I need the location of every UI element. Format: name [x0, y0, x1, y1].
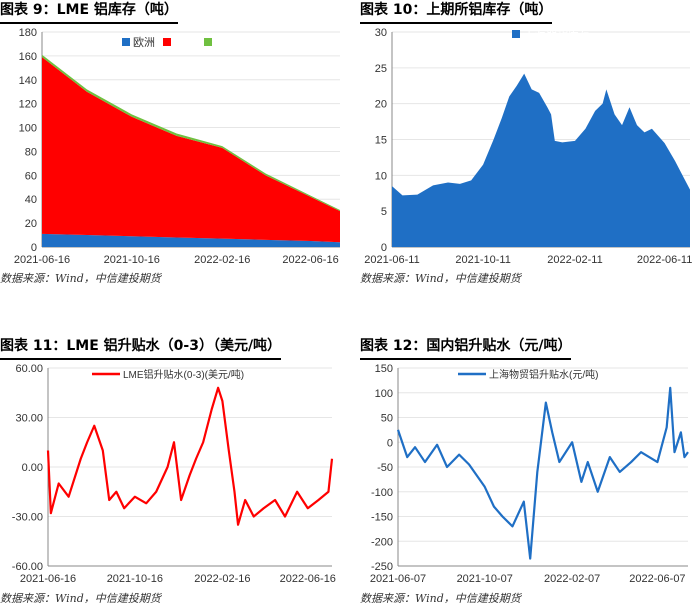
y-tick-label: 180 [19, 27, 37, 39]
legend-label: 北美洲 [215, 36, 248, 49]
chart-title: 图表 12：国内铝升贴水（元/吨） [360, 336, 572, 360]
y-tick-label: 160 [19, 51, 37, 63]
y-tick-label: 0 [31, 242, 37, 254]
chart-title: 图表 9：LME 铝库存（吨） [0, 0, 178, 24]
y-tick-label: 30.00 [15, 413, 43, 425]
y-tick-label: 25 [375, 63, 387, 75]
y-tick-label: 100 [375, 388, 393, 400]
source-note: 数据来源：Wind，中信建投期货 [0, 272, 161, 285]
source-note: 数据来源：Wind，中信建投期货 [0, 592, 161, 605]
legend-label: 上海期货库存 [524, 27, 590, 41]
x-tick-label: 2021-06-16 [20, 573, 76, 585]
y-tick-label: 80 [25, 146, 37, 158]
x-tick-label: 2022-02-11 [547, 254, 602, 266]
y-tick-label: 140 [19, 75, 37, 87]
chart-panel-domestic-spread: 图表 12：国内铝升贴水（元/吨） -250 -200 -150 -100 -50 0 50… [360, 336, 700, 608]
area-series-0 [392, 73, 690, 247]
legend-label: 欧洲 [133, 36, 155, 49]
x-tick-label: 2022-06-11 [637, 254, 692, 266]
legend-swatch [204, 38, 212, 46]
y-tick-label: 0 [387, 437, 393, 449]
chart-title: 图表 10：上期所铝库存（吨） [360, 0, 553, 24]
y-tick-label: 120 [19, 99, 37, 111]
legend-label: 亚洲 [174, 37, 196, 49]
y-tick-label: -50 [377, 462, 393, 474]
y-tick-label: 10 [375, 170, 387, 182]
legend-swatch [512, 30, 520, 38]
x-tick-label: 2022-02-07 [544, 573, 600, 585]
y-tick-label: 100 [19, 123, 37, 135]
x-tick-label: 2021-06-11 [364, 254, 419, 266]
source-note: 数据来源：Wind，中信建投期货 [360, 272, 521, 285]
y-tick-label: 15 [375, 135, 387, 147]
area-series-1 [42, 57, 340, 243]
x-tick-label: 2022-06-07 [629, 573, 685, 585]
x-tick-label: 2021-10-16 [107, 573, 163, 585]
area-series-0 [42, 233, 340, 247]
y-tick-label: -60.00 [12, 561, 43, 573]
y-tick-label: -200 [371, 536, 393, 548]
y-tick-label: 0.00 [22, 462, 43, 474]
y-tick-label: 30 [375, 27, 387, 39]
x-tick-label: 2021-10-16 [104, 254, 160, 266]
legend-label: LME铝升贴水(0-3)(美元/吨) [123, 368, 244, 381]
legend-swatch [163, 38, 171, 46]
y-tick-label: -30.00 [12, 512, 43, 524]
y-tick-label: -250 [371, 561, 393, 573]
y-tick-label: -150 [371, 512, 393, 524]
area-series-2 [42, 54, 340, 212]
shfe-inventory-chart: 0 5 10 15 20 25 30 2021-06-11 2021-10-11 2022-02-… [364, 27, 692, 266]
chart-panel-shfe-inventory: 图表 10：上期所铝库存（吨） 0 5 10 15 20 25 30 2021-06-11 20… [360, 0, 700, 290]
x-tick-label: 2021-06-16 [14, 254, 70, 266]
chart-panel-lme-spread: 图表 11：LME 铝升贴水（0-3）（美元/吨） -60.00 -30.00 0.… [0, 336, 350, 608]
y-tick-label: 40 [25, 194, 37, 206]
lme-spread-chart: -60.00 -30.00 0.00 30.00 60.00 2021-06-16 2021… [12, 363, 336, 585]
y-tick-label: 50 [381, 413, 393, 425]
chart-title: 图表 11：LME 铝升贴水（0-3）（美元/吨） [0, 336, 282, 360]
x-tick-label: 2022-06-16 [280, 573, 336, 585]
y-tick-label: 0 [381, 242, 387, 254]
chart-panel-lme-inventory: 图表 9：LME 铝库存（吨） 0 20 40 60 80 100 120 140 160 180… [0, 0, 350, 290]
y-tick-label: 60 [25, 170, 37, 182]
x-tick-label: 2021-10-11 [455, 254, 510, 266]
x-tick-label: 2021-06-07 [370, 573, 426, 585]
y-tick-label: 20 [25, 218, 37, 230]
y-tick-label: 20 [375, 99, 387, 111]
x-tick-label: 2022-02-16 [194, 254, 250, 266]
lme-inventory-chart: 0 20 40 60 80 100 120 140 160 180 2021-06-16 2021-1… [14, 27, 340, 266]
x-tick-label: 2022-02-16 [194, 573, 250, 585]
x-tick-label: 2022-06-16 [282, 254, 338, 266]
x-tick-label: 2021-10-07 [457, 573, 513, 585]
line-series-0 [396, 386, 689, 560]
legend-label: 上海物贸铝升贴水(元/吨) [489, 368, 598, 381]
y-tick-label: 60.00 [15, 363, 43, 375]
domestic-spread-chart: -250 -200 -150 -100 -50 0 50 100 150 2021-06-07 20… [370, 363, 689, 585]
source-note: 数据来源：Wind，中信建投期货 [360, 592, 521, 605]
y-tick-label: 150 [375, 363, 393, 375]
line-series-0 [46, 386, 334, 526]
legend-swatch [122, 38, 130, 46]
y-tick-label: 5 [381, 206, 387, 218]
y-tick-label: -100 [371, 487, 393, 499]
